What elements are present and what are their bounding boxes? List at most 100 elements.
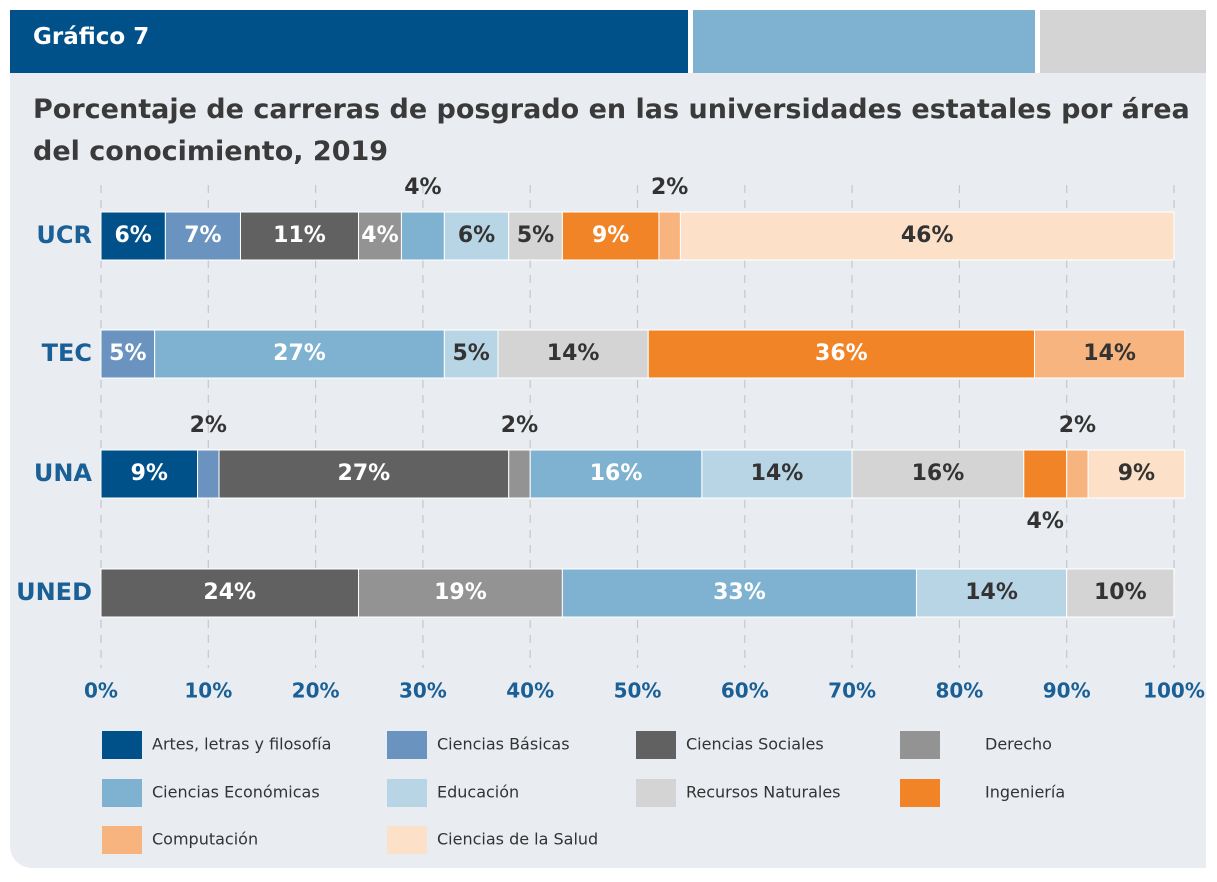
legend-swatch	[387, 779, 427, 807]
bar-segment	[508, 449, 531, 499]
value-label: 5%	[453, 341, 490, 366]
legend-swatch	[102, 731, 142, 759]
value-label: 24%	[203, 580, 256, 605]
bar-segment	[851, 449, 1025, 499]
legend-label: Ciencias Sociales	[686, 735, 824, 754]
y-tick-label: UNED	[16, 578, 92, 606]
x-tick-label: 0%	[84, 679, 118, 703]
bar-segment	[197, 449, 220, 499]
chart-title: Porcentaje de carreras de posgrado en la…	[33, 94, 1190, 167]
x-tick-label: 70%	[828, 679, 876, 703]
legend-label: Recursos Naturales	[686, 783, 841, 802]
bar-segment	[1066, 568, 1175, 618]
bar-segment	[443, 211, 510, 261]
x-tick-label: 40%	[506, 679, 554, 703]
bar-segment	[1066, 449, 1089, 499]
value-label: 16%	[912, 461, 965, 486]
bar-segment	[561, 568, 917, 618]
header-bar	[10, 10, 688, 73]
bar-segment	[497, 329, 649, 379]
value-label: 14%	[751, 461, 804, 486]
bar-segment	[154, 329, 445, 379]
value-label: 2%	[501, 413, 538, 438]
legend-swatch	[636, 779, 676, 807]
x-tick-label: 80%	[935, 679, 983, 703]
value-label: 14%	[547, 341, 600, 366]
value-label: 27%	[273, 341, 326, 366]
value-label: 11%	[273, 223, 326, 248]
x-tick-label: 30%	[399, 679, 447, 703]
bar-segment	[561, 211, 660, 261]
value-label: 2%	[1059, 413, 1096, 438]
legend-label: Computación	[152, 830, 258, 849]
bar-segment	[1023, 449, 1068, 499]
legend-label: Ciencias de la Salud	[437, 830, 598, 849]
header-bar	[1040, 10, 1206, 73]
value-label: 4%	[404, 175, 441, 200]
bar-segment	[647, 329, 1036, 379]
value-label: 10%	[1094, 580, 1147, 605]
legend-swatch	[900, 779, 940, 807]
y-tick-label: UCR	[36, 221, 92, 249]
x-tick-label: 10%	[184, 679, 232, 703]
x-tick-label: 60%	[721, 679, 769, 703]
bar-segment	[679, 211, 1175, 261]
bar-segment	[1034, 329, 1186, 379]
value-label: 33%	[713, 580, 766, 605]
bar-segment	[218, 449, 510, 499]
value-label: 9%	[592, 223, 629, 248]
value-label: 9%	[1118, 461, 1155, 486]
legend-label: Ingeniería	[985, 783, 1065, 802]
value-label: 2%	[190, 413, 227, 438]
y-tick-label: UNA	[34, 459, 93, 487]
bar-segment	[164, 211, 241, 261]
legend-swatch	[102, 779, 142, 807]
bar-segment	[358, 568, 563, 618]
value-label: 46%	[901, 223, 954, 248]
value-label: 5%	[517, 223, 554, 248]
bar-segment	[400, 211, 445, 261]
legend-swatch	[102, 826, 142, 854]
value-label: 14%	[1083, 341, 1136, 366]
header-bar	[693, 10, 1035, 73]
legend-swatch	[636, 731, 676, 759]
value-label: 6%	[115, 223, 152, 248]
value-label: 19%	[434, 580, 487, 605]
x-tick-label: 20%	[292, 679, 340, 703]
x-tick-label: 100%	[1143, 679, 1205, 703]
bar-segment	[443, 329, 499, 379]
value-label: 4%	[361, 223, 398, 248]
bar-segment	[508, 211, 563, 261]
bar-segment	[239, 211, 360, 261]
legend-swatch	[387, 731, 427, 759]
legend-swatch	[387, 826, 427, 854]
legend-label: Artes, letras y filosofía	[152, 735, 331, 754]
bar-segment	[658, 211, 681, 261]
x-tick-label: 90%	[1043, 679, 1091, 703]
legend-swatch	[900, 731, 940, 759]
value-label: 36%	[815, 341, 868, 366]
value-label: 9%	[131, 461, 168, 486]
legend-label: Educación	[437, 783, 519, 802]
legend-label: Ciencias Económicas	[152, 783, 320, 802]
value-label: 2%	[651, 175, 688, 200]
bar-segment	[100, 449, 199, 499]
value-label: 7%	[184, 223, 221, 248]
header: Gráfico 7	[33, 24, 150, 50]
bar-segment	[701, 449, 853, 499]
bar-segment	[100, 568, 360, 618]
y-tick-label: TEC	[42, 339, 92, 367]
bar-segment	[529, 449, 703, 499]
value-label: 5%	[109, 341, 146, 366]
value-label: 6%	[458, 223, 495, 248]
value-label: 16%	[590, 461, 643, 486]
bar-segment	[100, 211, 166, 261]
value-label: 4%	[1027, 509, 1064, 534]
x-tick-label: 50%	[614, 679, 662, 703]
value-label: 27%	[338, 461, 391, 486]
legend-label: Ciencias Básicas	[437, 735, 570, 754]
bar-segment	[100, 329, 156, 379]
value-label: 14%	[965, 580, 1018, 605]
